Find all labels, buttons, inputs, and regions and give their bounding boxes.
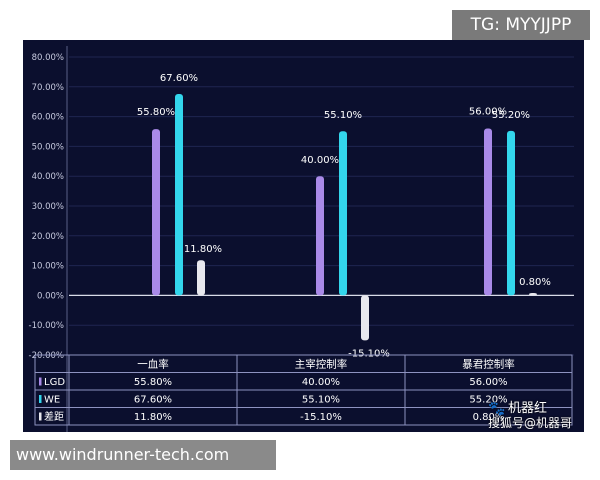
- bar-lgd: [152, 129, 160, 296]
- site-banner: www.windrunner-tech.com: [10, 440, 276, 470]
- legend-key: [39, 395, 42, 403]
- y-tick-label: 20.00%: [32, 232, 64, 242]
- y-tick-label: -10.00%: [29, 321, 64, 331]
- paw-icon: 🐾: [488, 401, 506, 417]
- legend-key: [39, 412, 42, 421]
- y-tick-label: 0.00%: [37, 291, 64, 301]
- watermark: 🐾 机器红 搜狐号@机器哥: [488, 401, 573, 431]
- chart-panel: -20.00% -10.00% 0.00% 10.00% 20.00% 30.00% 40.…: [23, 40, 584, 432]
- bar-we: [507, 130, 515, 296]
- y-tick-label: 60.00%: [32, 113, 64, 123]
- data-label: 11.80%: [184, 244, 222, 255]
- table-cell: 11.80%: [134, 412, 172, 423]
- y-tick-label: 40.00%: [32, 172, 64, 182]
- table-cell: 55.20%: [469, 395, 507, 406]
- table-series-name: 差距: [44, 410, 64, 423]
- bar-差距: [197, 260, 205, 296]
- bar-差距: [529, 293, 537, 296]
- bar-we: [175, 93, 183, 296]
- bar-we: [339, 131, 347, 296]
- bar-lgd: [484, 128, 492, 296]
- table-cell: 56.00%: [469, 377, 507, 388]
- bar-差距: [361, 295, 369, 341]
- watermark-title: 机器红: [508, 401, 548, 416]
- data-label: 55.10%: [324, 110, 362, 121]
- table-series-name: LGD: [44, 377, 65, 388]
- table-cell: 0.80%: [473, 412, 505, 423]
- y-tick-label: -20.00%: [29, 351, 64, 361]
- data-label: 55.20%: [492, 110, 530, 121]
- y-tick-label: 70.00%: [32, 83, 64, 93]
- data-label: 67.60%: [160, 73, 198, 84]
- y-tick-label: 50.00%: [32, 142, 64, 152]
- legend-key: [39, 377, 42, 386]
- bar-lgd: [316, 176, 324, 296]
- data-label: 55.80%: [137, 107, 175, 118]
- table-series-name: WE: [44, 395, 60, 406]
- table-cell: 67.60%: [134, 395, 172, 406]
- tg-badge: TG: MYYJJPP: [452, 10, 590, 40]
- data-label: 56.00%: [469, 107, 507, 118]
- table-header-cell: 主宰控制率: [295, 358, 348, 371]
- table-cell: 40.00%: [302, 377, 340, 388]
- watermark-subtitle: 搜狐号@机器哥: [488, 416, 573, 430]
- y-tick-label: 10.00%: [32, 262, 64, 272]
- bar-chart: -20.00% -10.00% 0.00% 10.00% 20.00% 30.00% 40.…: [29, 46, 574, 432]
- table-cell: 55.10%: [302, 395, 340, 406]
- table-header-cell: 一血率: [137, 358, 169, 371]
- data-label: 40.00%: [301, 155, 339, 166]
- y-tick-label: 80.00%: [32, 53, 64, 63]
- table-cell: 55.80%: [134, 377, 172, 388]
- data-label: 0.80%: [519, 277, 551, 288]
- table-header-cell: 暴君控制率: [462, 358, 515, 371]
- table-cell: -15.10%: [300, 412, 342, 423]
- data-label: -15.10%: [348, 348, 390, 359]
- y-tick-label: 30.00%: [32, 202, 64, 212]
